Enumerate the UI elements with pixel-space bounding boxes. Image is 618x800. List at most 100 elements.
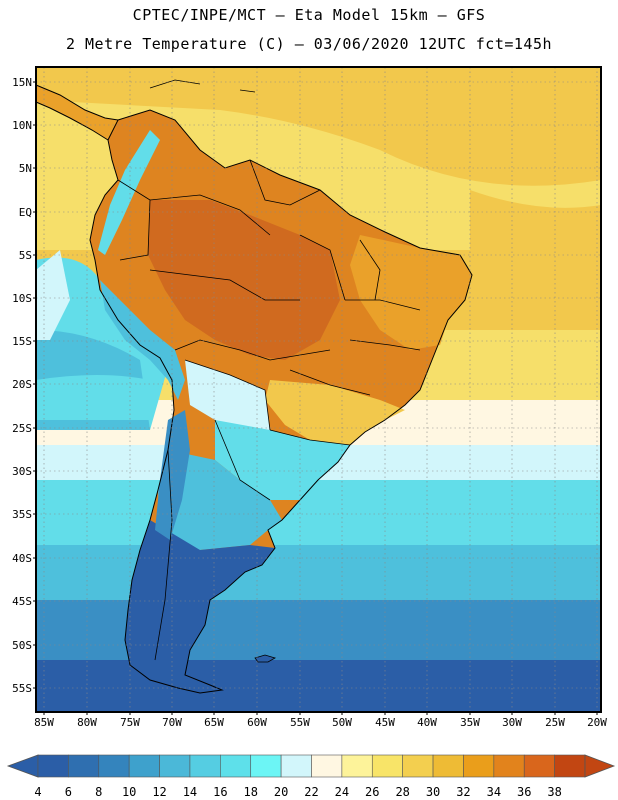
colorbar-label: 18 xyxy=(243,785,257,799)
northern-andes-cold xyxy=(98,130,160,255)
colorbar-segment xyxy=(554,754,586,778)
longitude-labels: 85W 80W 75W 70W 65W 60W 55W 50W 45W 40W 35W 30W 25W 2… xyxy=(34,712,607,729)
colorbar-segment xyxy=(432,754,464,778)
country-border xyxy=(359,239,381,301)
colorbar-segment xyxy=(311,754,343,778)
patagonia-region xyxy=(125,520,275,693)
country-border xyxy=(149,269,300,301)
colorbar-label: 26 xyxy=(365,785,379,799)
temperature-field xyxy=(36,67,601,712)
pacific-pale-patch xyxy=(36,250,70,340)
longitude-label: 85W xyxy=(34,716,54,729)
temp-band xyxy=(36,600,601,660)
central-america-coast xyxy=(35,84,119,141)
colorbar-segment xyxy=(371,754,403,778)
colorbar-segment xyxy=(220,754,252,778)
colorbar-segment xyxy=(159,754,191,778)
colorbar-segment xyxy=(189,754,221,778)
warm-tropical-region xyxy=(36,67,601,186)
falkland-islands xyxy=(254,654,277,663)
latitude-label: 10N xyxy=(12,119,32,132)
latitude-label: 45S xyxy=(12,595,32,608)
colorbar-label: 20 xyxy=(274,785,288,799)
colorbar-label: 8 xyxy=(95,785,102,799)
country-border xyxy=(249,159,321,206)
longitude-label: 75W xyxy=(120,716,140,729)
colorbar-label: 12 xyxy=(152,785,166,799)
colorbar-segment xyxy=(128,754,160,778)
chaco-pale-region xyxy=(185,360,270,430)
latitude-label: 50S xyxy=(12,639,32,652)
country-border xyxy=(289,369,371,396)
longitude-label: 30W xyxy=(502,716,522,729)
caribbean-islands xyxy=(149,79,256,93)
colorbar-segment xyxy=(341,754,373,778)
colorbar-label: 6 xyxy=(65,785,72,799)
longitude-label: 35W xyxy=(460,716,480,729)
longitude-label: 45W xyxy=(375,716,395,729)
colorbar-segment xyxy=(280,754,312,778)
country-border xyxy=(184,359,271,431)
longitude-label: 50W xyxy=(332,716,352,729)
southern-andes-cold xyxy=(155,410,190,540)
latitude-label: 15N xyxy=(12,76,32,89)
colorbar-label: 22 xyxy=(304,785,318,799)
central-argentina-region xyxy=(158,450,282,550)
longitude-label: 55W xyxy=(290,716,310,729)
latitude-label: 40S xyxy=(12,552,32,565)
colorbar-label: 38 xyxy=(547,785,561,799)
colorbar-segment xyxy=(493,754,525,778)
coastline xyxy=(89,109,473,694)
longitude-label: 40W xyxy=(417,716,437,729)
country-border xyxy=(299,234,346,301)
longitude-label: 25W xyxy=(545,716,565,729)
latitude-label: EQ xyxy=(19,206,32,219)
country-border xyxy=(149,194,271,236)
country-border xyxy=(269,429,351,446)
colorbar-segment xyxy=(402,754,434,778)
map-title-line2: 2 Metre Temperature (C) – 03/06/2020 12U… xyxy=(65,35,553,53)
colorbar-segment xyxy=(98,754,130,778)
ne-brazil-region xyxy=(350,235,472,350)
colorbar-label: 30 xyxy=(426,785,440,799)
colorbar-label: 28 xyxy=(395,785,409,799)
longitude-label: 80W xyxy=(77,716,97,729)
colorbar-label: 34 xyxy=(487,785,501,799)
country-border xyxy=(174,339,331,361)
temp-band xyxy=(36,545,601,600)
latitude-label: 20S xyxy=(12,378,32,391)
longitude-label: 70W xyxy=(162,716,182,729)
colorbar-label: 32 xyxy=(456,785,470,799)
colorbar-label: 10 xyxy=(122,785,136,799)
central-andes-cold xyxy=(100,280,185,400)
country-border xyxy=(349,339,421,351)
colorbar-label: 14 xyxy=(183,785,197,799)
colorbar-label: 24 xyxy=(335,785,349,799)
warm-atlantic-region xyxy=(470,190,601,308)
longitude-label: 20W xyxy=(587,716,607,729)
colorbar-segment xyxy=(463,754,495,778)
longitude-label: 65W xyxy=(204,716,224,729)
colorbar-high-arrow xyxy=(584,754,616,778)
colorbar-low-arrow xyxy=(6,754,39,778)
latitude-labels: 15N 10N 5N EQ 5S 10S 15S 20S 25S 30S 35S 40S 45S 50S 5… xyxy=(12,76,36,695)
latitude-label: 10S xyxy=(12,292,32,305)
colorbar-segment xyxy=(250,754,282,778)
colorbar-segment xyxy=(68,754,100,778)
latitude-label: 30S xyxy=(12,465,32,478)
longitude-label: 60W xyxy=(247,716,267,729)
central-america-land xyxy=(36,85,118,140)
country-border xyxy=(117,179,151,261)
latitude-label: 15S xyxy=(12,335,32,348)
map-frame xyxy=(35,66,602,713)
country-border xyxy=(154,449,173,661)
la-plata-region xyxy=(215,420,350,500)
colorbar-label: 4 xyxy=(34,785,41,799)
temp-band xyxy=(36,660,601,712)
map-title-line1: CPTEC/INPE/MCT – Eta Model 15km – GFS xyxy=(132,6,486,24)
pacific-band xyxy=(36,375,150,420)
amazon-hot-core xyxy=(148,200,340,360)
latitude-label: 5N xyxy=(19,162,32,175)
latitude-label: 55S xyxy=(12,682,32,695)
